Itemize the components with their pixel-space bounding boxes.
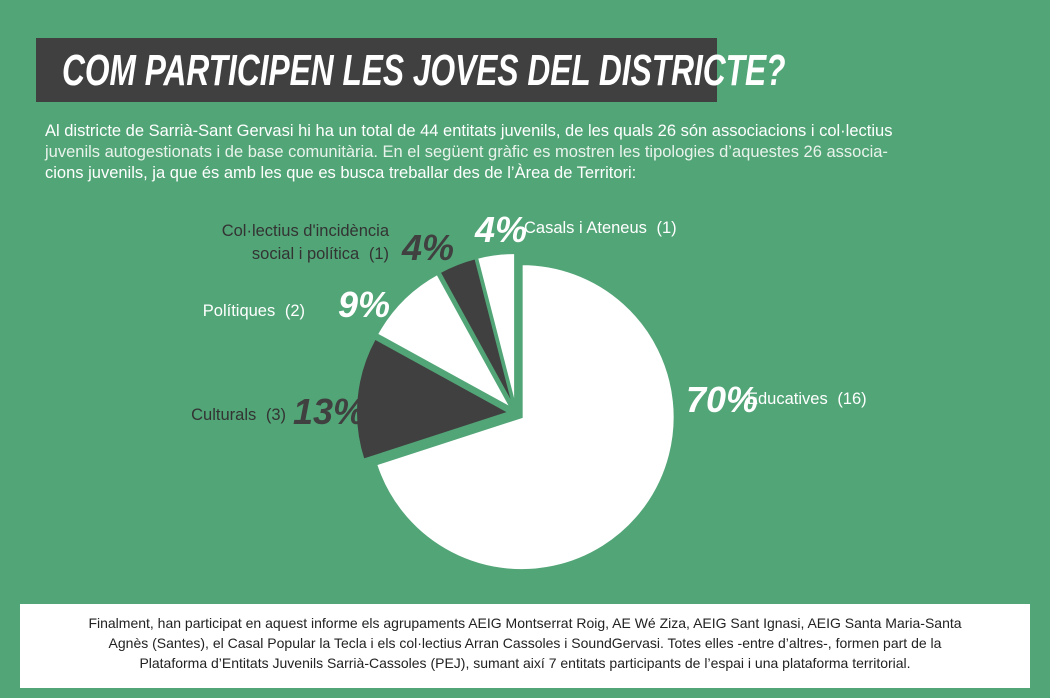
cat-name-politiques: Polítiques bbox=[203, 302, 275, 320]
cat-label-politiques: Polítiques (2) bbox=[203, 302, 305, 320]
pct-label-collectius: 4% bbox=[401, 227, 454, 268]
pct-label-culturals: 13% bbox=[293, 391, 365, 432]
cat-count-educatives: (16) bbox=[837, 390, 866, 408]
cat-name-culturals: Culturals bbox=[191, 406, 256, 424]
footer-box bbox=[20, 604, 1030, 688]
cat-label-culturals: Culturals (3) bbox=[191, 406, 286, 424]
cat-count-collectius: (1) bbox=[369, 245, 389, 263]
cat-label-casals: Casals i Ateneus (1) bbox=[524, 219, 677, 237]
cat-count-culturals: (3) bbox=[266, 406, 286, 424]
intro-line-1: Al districte de Sarrià-Sant Gervasi hi h… bbox=[45, 122, 893, 140]
intro-line-2: juvenils autogestionats i de base comuni… bbox=[45, 143, 888, 161]
intro-line-3: cions juvenils, ja que és amb les que es… bbox=[45, 164, 637, 182]
cat-name-casals: Casals i Ateneus bbox=[524, 219, 647, 237]
footer-line-1: Finalment, han participat en aquest info… bbox=[88, 615, 962, 631]
pct-label-educatives: 70% bbox=[686, 379, 758, 420]
pie-slice-educatives bbox=[374, 263, 676, 572]
footer-paragraph: Finalment, han participat en aquest info… bbox=[20, 613, 1030, 673]
cat-name-collectius-line2: social i política bbox=[252, 245, 360, 263]
title-banner bbox=[36, 38, 717, 102]
pie-slice-politiques bbox=[375, 272, 514, 411]
footer-line-2: Agnès (Santes), el Casal Popular la Tecl… bbox=[108, 635, 942, 651]
pct-label-casals: 4% bbox=[474, 209, 527, 250]
pie-slice-culturals bbox=[355, 337, 512, 461]
cat-label-collectius-line2: social i política (1) bbox=[252, 245, 389, 263]
cat-count-politiques: (2) bbox=[285, 302, 305, 320]
intro-paragraph: Al districte de Sarrià-Sant Gervasi hi h… bbox=[45, 121, 1005, 184]
cat-count-casals: (1) bbox=[657, 219, 677, 237]
pie-slice-casals bbox=[475, 252, 517, 407]
pie-slice-collectius bbox=[438, 257, 515, 407]
cat-label-collectius-line1: Col·lectius d'incidència bbox=[222, 222, 390, 240]
pct-label-politiques: 9% bbox=[338, 284, 390, 325]
pie-slices bbox=[355, 252, 676, 572]
footer-line-3: Plataforma d’Entitats Juvenils Sarrià-Ca… bbox=[139, 655, 911, 671]
cat-name-educatives: Educatives bbox=[747, 390, 828, 408]
cat-label-educatives: Educatives (16) bbox=[747, 390, 867, 408]
